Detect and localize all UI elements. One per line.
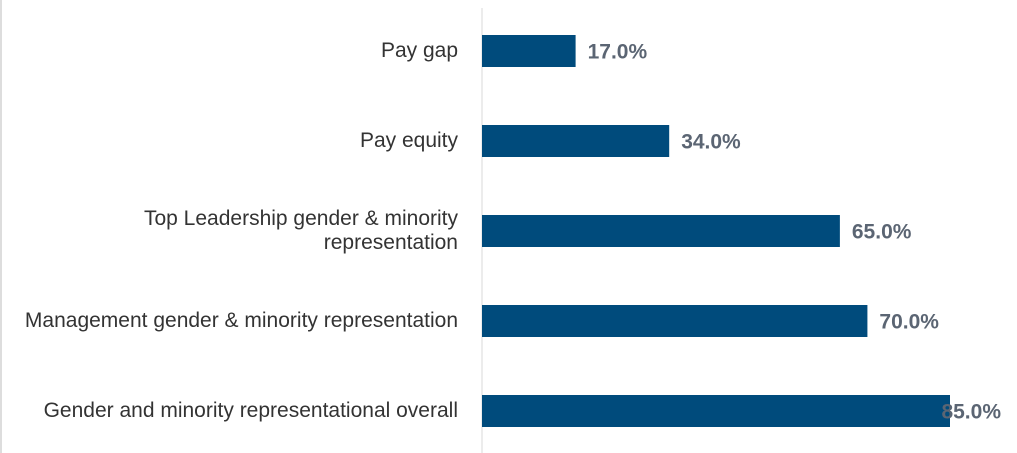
bar [482, 125, 670, 157]
value-label: 85.0% [941, 401, 1001, 424]
value-label: 34.0% [681, 131, 741, 154]
category-label: Gender and minority representational ove… [44, 399, 458, 422]
bar [482, 215, 840, 247]
category-label: Pay gap [381, 39, 458, 62]
category-label: Management gender & minority representat… [25, 309, 458, 332]
bar [482, 35, 576, 67]
category-label: Pay equity [360, 129, 459, 152]
bar [482, 395, 950, 427]
category-label: Top Leadership gender & minority represen… [144, 207, 459, 254]
value-label: 17.0% [588, 41, 648, 64]
value-label: 70.0% [879, 311, 939, 334]
bar [482, 305, 868, 337]
value-label: 65.0% [852, 221, 912, 244]
